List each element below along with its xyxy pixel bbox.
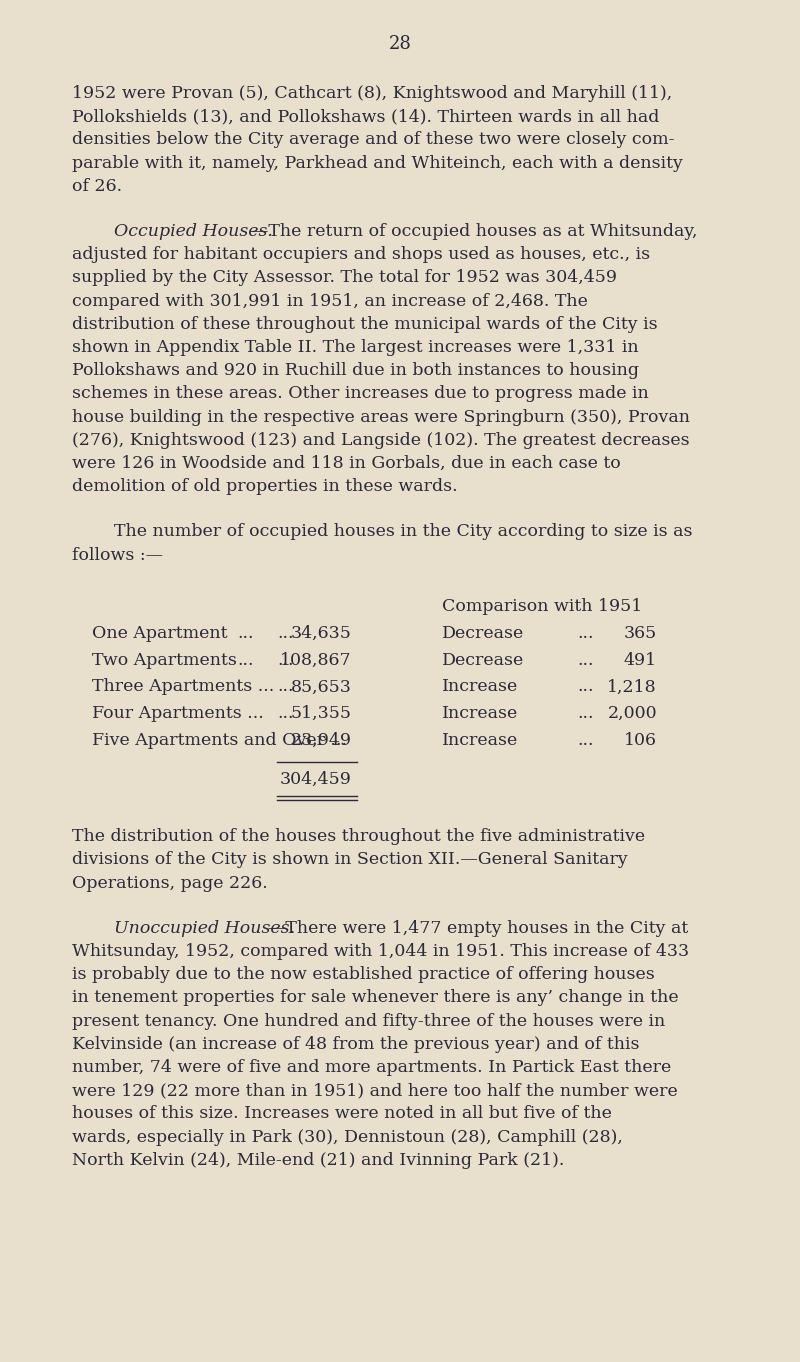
Text: ...: ... xyxy=(277,678,294,696)
Text: 51,355: 51,355 xyxy=(291,706,352,722)
Text: ...: ... xyxy=(277,706,294,722)
Text: 365: 365 xyxy=(624,625,657,642)
Text: Operations, page 226.: Operations, page 226. xyxy=(72,874,268,892)
Text: 491: 491 xyxy=(624,651,657,669)
Text: of 26.: of 26. xyxy=(72,178,122,195)
Text: Kelvinside (an increase of 48 from the previous year) and of this: Kelvinside (an increase of 48 from the p… xyxy=(72,1035,639,1053)
Text: divisions of the City is shown in Section XII.—General Sanitary: divisions of the City is shown in Sectio… xyxy=(72,851,628,869)
Text: Decrease: Decrease xyxy=(442,625,524,642)
Text: ...: ... xyxy=(277,625,294,642)
Text: —The return of occupied houses as at Whitsunday,: —The return of occupied houses as at Whi… xyxy=(250,223,697,240)
Text: Two Apartments: Two Apartments xyxy=(92,651,237,669)
Text: —There were 1,477 empty houses in the City at: —There were 1,477 empty houses in the Ci… xyxy=(268,919,688,937)
Text: demolition of old properties in these wards.: demolition of old properties in these wa… xyxy=(72,478,458,496)
Text: ...: ... xyxy=(237,625,254,642)
Text: Pollokshaws and 920 in Ruchill due in both instances to housing: Pollokshaws and 920 in Ruchill due in bo… xyxy=(72,362,639,379)
Text: in tenement properties for sale whenever there is any’ change in the: in tenement properties for sale whenever… xyxy=(72,989,678,1007)
Text: North Kelvin (24), Mile-end (21) and Ivinning Park (21).: North Kelvin (24), Mile-end (21) and Ivi… xyxy=(72,1152,564,1169)
Text: Increase: Increase xyxy=(442,678,518,696)
Text: 23,949: 23,949 xyxy=(291,731,352,749)
Text: 2,000: 2,000 xyxy=(607,706,657,722)
Text: 34,635: 34,635 xyxy=(291,625,352,642)
Text: One Apartment: One Apartment xyxy=(92,625,227,642)
Text: 28: 28 xyxy=(389,35,411,53)
Text: house building in the respective areas were Springburn (350), Provan: house building in the respective areas w… xyxy=(72,409,690,425)
Text: adjusted for habitant occupiers and shops used as houses, etc., is: adjusted for habitant occupiers and shop… xyxy=(72,247,650,263)
Text: ...: ... xyxy=(577,625,594,642)
Text: shown in Appendix Table II. The largest increases were 1,331 in: shown in Appendix Table II. The largest … xyxy=(72,339,638,355)
Text: follows :—: follows :— xyxy=(72,546,163,564)
Text: Five Apartments and Over ...: Five Apartments and Over ... xyxy=(92,731,347,749)
Text: 1952 were Provan (5), Cathcart (8), Knightswood and Maryhill (11),: 1952 were Provan (5), Cathcart (8), Knig… xyxy=(72,84,672,102)
Text: supplied by the City Assessor. The total for 1952 was 304,459: supplied by the City Assessor. The total… xyxy=(72,270,617,286)
Text: 304,459: 304,459 xyxy=(280,771,352,787)
Text: wards, especially in Park (30), Dennistoun (28), Camphill (28),: wards, especially in Park (30), Dennisto… xyxy=(72,1129,623,1145)
Text: (276), Knightswood (123) and Langside (102). The greatest decreases: (276), Knightswood (123) and Langside (1… xyxy=(72,432,690,449)
Text: ...: ... xyxy=(237,651,254,669)
Text: is probably due to the now established practice of offering houses: is probably due to the now established p… xyxy=(72,966,654,983)
Text: parable with it, namely, Parkhead and Whiteinch, each with a density: parable with it, namely, Parkhead and Wh… xyxy=(72,155,683,172)
Text: 1,218: 1,218 xyxy=(607,678,657,696)
Text: The distribution of the houses throughout the five administrative: The distribution of the houses throughou… xyxy=(72,828,645,846)
Text: Three Apartments ...: Three Apartments ... xyxy=(92,678,274,696)
Text: schemes in these areas. Other increases due to progress made in: schemes in these areas. Other increases … xyxy=(72,385,649,402)
Text: Whitsunday, 1952, compared with 1,044 in 1951. This increase of 433: Whitsunday, 1952, compared with 1,044 in… xyxy=(72,943,689,960)
Text: number, 74 were of five and more apartments. In Partick East there: number, 74 were of five and more apartme… xyxy=(72,1060,671,1076)
Text: Occupied Houses.: Occupied Houses. xyxy=(114,223,273,240)
Text: The number of occupied houses in the City according to size is as: The number of occupied houses in the Cit… xyxy=(114,523,693,541)
Text: ...: ... xyxy=(577,731,594,749)
Text: 106: 106 xyxy=(624,731,657,749)
Text: densities below the City average and of these two were closely com-: densities below the City average and of … xyxy=(72,131,674,148)
Text: ...: ... xyxy=(577,651,594,669)
Text: compared with 301,991 in 1951, an increase of 2,468. The: compared with 301,991 in 1951, an increa… xyxy=(72,293,588,309)
Text: 85,653: 85,653 xyxy=(291,678,352,696)
Text: Comparison with 1951: Comparison with 1951 xyxy=(442,598,642,614)
Text: ...: ... xyxy=(577,706,594,722)
Text: Pollokshields (13), and Pollokshaws (14). Thirteen wards in all had: Pollokshields (13), and Pollokshaws (14)… xyxy=(72,108,659,125)
Text: Increase: Increase xyxy=(442,731,518,749)
Text: were 126 in Woodside and 118 in Gorbals, due in each case to: were 126 in Woodside and 118 in Gorbals,… xyxy=(72,455,621,473)
Text: distribution of these throughout the municipal wards of the City is: distribution of these throughout the mun… xyxy=(72,316,658,332)
Text: Decrease: Decrease xyxy=(442,651,524,669)
Text: Four Apartments ...: Four Apartments ... xyxy=(92,706,264,722)
Text: Increase: Increase xyxy=(442,706,518,722)
Text: houses of this size. Increases were noted in all but five of the: houses of this size. Increases were note… xyxy=(72,1106,612,1122)
Text: ...: ... xyxy=(577,678,594,696)
Text: were 129 (22 more than in 1951) and here too half the number were: were 129 (22 more than in 1951) and here… xyxy=(72,1083,678,1099)
Text: 108,867: 108,867 xyxy=(280,651,352,669)
Text: Unoccupied Houses.: Unoccupied Houses. xyxy=(114,919,295,937)
Text: present tenancy. One hundred and fifty-three of the houses were in: present tenancy. One hundred and fifty-t… xyxy=(72,1012,666,1030)
Text: ...: ... xyxy=(277,651,294,669)
